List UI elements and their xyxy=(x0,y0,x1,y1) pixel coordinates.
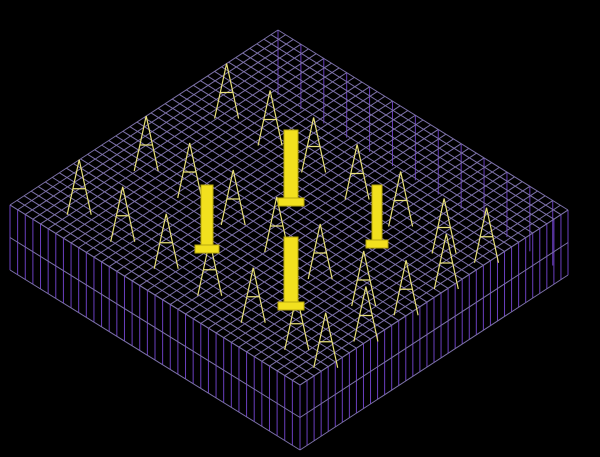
column-base xyxy=(277,301,305,311)
columns xyxy=(194,129,389,311)
grid-line xyxy=(214,71,505,252)
a-frame xyxy=(393,260,419,316)
column xyxy=(371,184,383,241)
side-edge xyxy=(9,237,301,418)
column xyxy=(283,236,299,303)
column-base xyxy=(277,197,305,207)
grid-line xyxy=(256,43,548,225)
side-edge xyxy=(9,269,301,451)
a-frame xyxy=(257,90,283,146)
a-frame xyxy=(344,144,370,200)
grid-line xyxy=(270,34,562,216)
column-base xyxy=(194,244,220,254)
a-frame xyxy=(351,250,377,307)
a-frame xyxy=(177,142,203,199)
a-frame xyxy=(313,312,339,368)
grid-line xyxy=(299,209,569,386)
a-frame xyxy=(353,286,379,342)
grid-line xyxy=(228,61,519,243)
a-frame xyxy=(153,213,179,269)
a-frame xyxy=(264,196,290,253)
a-frame xyxy=(433,233,459,290)
a-frame xyxy=(220,169,246,226)
grid-line xyxy=(178,94,470,275)
column xyxy=(200,184,214,246)
grid-line xyxy=(208,152,477,329)
column xyxy=(283,129,299,199)
grid-line xyxy=(193,84,484,266)
grid-line xyxy=(269,190,538,367)
grid-line xyxy=(192,143,462,320)
grid-line xyxy=(162,124,431,301)
a-frame xyxy=(133,115,159,172)
side-edge xyxy=(299,274,569,451)
grid-line xyxy=(223,162,492,339)
a-frame xyxy=(110,186,136,242)
grid-line xyxy=(238,171,508,348)
grid-line xyxy=(253,181,523,357)
grid-line xyxy=(154,119,424,296)
grid-line xyxy=(235,57,526,239)
grid-line xyxy=(277,29,569,211)
a-frame xyxy=(214,63,240,119)
grid-line xyxy=(200,148,470,324)
a-frame xyxy=(307,223,333,280)
a-frame xyxy=(431,198,457,254)
grid-line xyxy=(292,204,561,381)
grid-line xyxy=(231,166,500,343)
grid-line xyxy=(246,176,515,353)
a-frame xyxy=(301,117,327,173)
grid-line xyxy=(169,129,439,305)
support-frames xyxy=(66,63,500,368)
grid-line xyxy=(200,80,491,262)
grid-line xyxy=(177,133,447,310)
a-frame xyxy=(240,267,266,323)
grid-line xyxy=(164,103,456,285)
grid-line xyxy=(263,38,555,220)
rebar-grid xyxy=(9,29,569,386)
grid-line xyxy=(242,52,534,234)
column-base xyxy=(365,239,389,249)
side-edge xyxy=(299,242,569,418)
a-frame xyxy=(473,207,500,263)
grid-line xyxy=(221,66,512,248)
grid-line xyxy=(249,47,541,229)
grid-line xyxy=(284,200,554,376)
grid-line xyxy=(171,98,463,280)
a-frame xyxy=(66,159,92,215)
grid-line xyxy=(186,89,477,271)
a-frame xyxy=(388,171,414,227)
